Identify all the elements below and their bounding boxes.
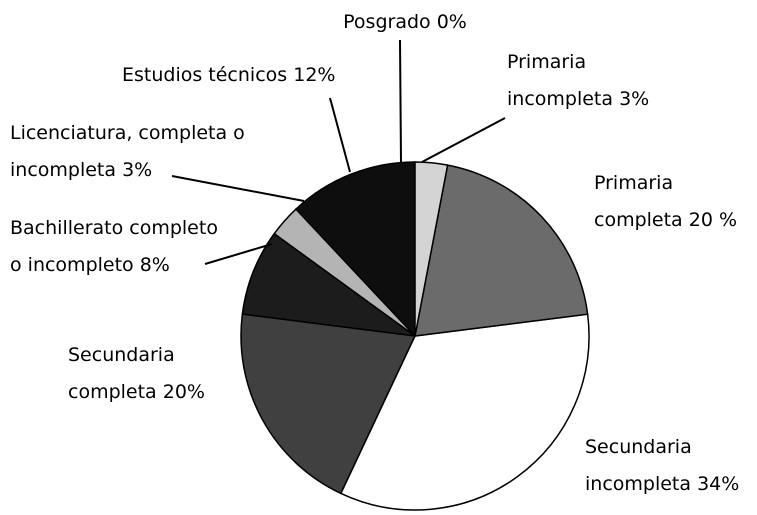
slice-label: Posgrado 0% (320, 4, 490, 41)
slice-label: Secundaria completa 20% (68, 337, 238, 411)
value-label: 20 % (688, 209, 738, 231)
value-label: 12% (293, 64, 336, 86)
value-label: 20% (162, 381, 205, 403)
slice-label: Primaria incompleta 3% (507, 44, 657, 118)
category-name: Posgrado (343, 11, 431, 33)
category-name: Estudios técnicos (122, 64, 288, 86)
value-label: 34% (697, 473, 740, 495)
pie-slice (414, 161, 449, 337)
category-name: Secundaria completa (68, 344, 175, 403)
leader-line (204, 243, 273, 265)
slice-label: Primaria completa 20 % (594, 165, 756, 239)
leader-lines (171, 39, 506, 265)
category-name: Secundaria incompleta (585, 436, 692, 495)
value-label: 8% (139, 254, 170, 276)
pie-slice (240, 313, 417, 495)
slice-label: Bachillerato completo o incompleto 8% (10, 210, 228, 284)
pie-slice (414, 164, 589, 337)
pie-slice (339, 313, 590, 511)
slice-label: Secundaria incompleta 34% (585, 429, 755, 503)
leader-line (421, 117, 506, 163)
category-name: Licenciatura, completa o incompleta (10, 122, 245, 181)
value-label: 3% (122, 159, 153, 181)
value-label: 0% (436, 11, 467, 33)
slice-label: Estudios técnicos 12% (122, 57, 402, 94)
value-label: 3% (619, 88, 650, 110)
leader-line (171, 175, 305, 202)
category-name: Bachillerato completo o incompleto (10, 217, 218, 276)
leader-line (399, 39, 402, 163)
category-name: Primaria completa (594, 172, 683, 231)
pie-slice (294, 161, 416, 338)
slice-label: Licenciatura, completa o incompleta 3% (10, 115, 285, 189)
leader-line (329, 97, 351, 173)
category-name: Primaria incompleta (507, 51, 614, 110)
